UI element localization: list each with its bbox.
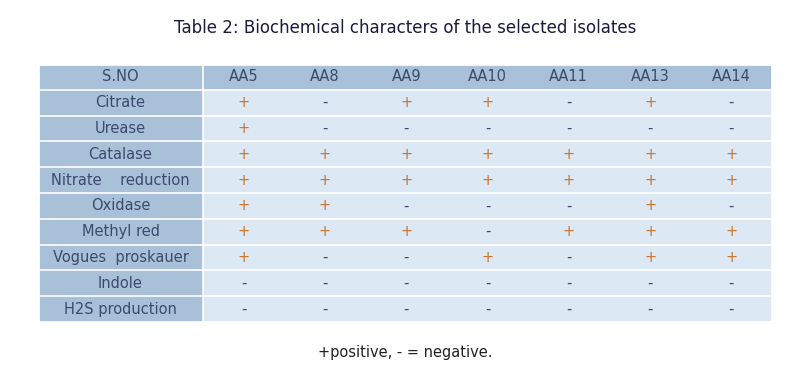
Text: Citrate: Citrate: [96, 95, 146, 110]
Text: -: -: [566, 276, 572, 291]
Text: +: +: [563, 173, 575, 188]
Text: +: +: [319, 199, 331, 213]
Text: +: +: [644, 250, 656, 265]
Text: +: +: [237, 224, 249, 239]
FancyBboxPatch shape: [38, 270, 772, 296]
Text: +: +: [400, 224, 412, 239]
Text: Catalase: Catalase: [88, 147, 152, 162]
Text: -: -: [566, 301, 572, 317]
Text: +: +: [400, 95, 412, 110]
Text: -: -: [403, 301, 409, 317]
FancyBboxPatch shape: [38, 296, 772, 322]
Text: +: +: [400, 147, 412, 162]
Text: +: +: [237, 121, 249, 136]
Text: -: -: [485, 121, 490, 136]
FancyBboxPatch shape: [38, 193, 772, 219]
Text: +: +: [319, 173, 331, 188]
Text: +: +: [725, 147, 737, 162]
Text: -: -: [322, 95, 327, 110]
FancyBboxPatch shape: [38, 90, 203, 322]
Text: AA5: AA5: [229, 69, 258, 84]
Text: -: -: [729, 121, 734, 136]
Text: -: -: [322, 121, 327, 136]
Text: +: +: [644, 147, 656, 162]
Text: -: -: [403, 121, 409, 136]
Text: +: +: [563, 224, 575, 239]
Text: -: -: [647, 276, 653, 291]
Text: Methyl red: Methyl red: [82, 224, 160, 239]
Text: -: -: [403, 199, 409, 213]
Text: S.NO: S.NO: [102, 69, 139, 84]
Text: AA9: AA9: [391, 69, 421, 84]
FancyBboxPatch shape: [38, 219, 772, 245]
Text: +: +: [481, 95, 493, 110]
Text: +: +: [644, 199, 656, 213]
FancyBboxPatch shape: [38, 142, 772, 167]
Text: -: -: [729, 276, 734, 291]
Text: -: -: [647, 301, 653, 317]
Text: Nitrate    reduction: Nitrate reduction: [51, 173, 190, 188]
Text: -: -: [647, 121, 653, 136]
Text: AA14: AA14: [712, 69, 751, 84]
Text: +: +: [237, 199, 249, 213]
Text: -: -: [485, 199, 490, 213]
Text: AA8: AA8: [310, 69, 339, 84]
Text: +: +: [725, 250, 737, 265]
FancyBboxPatch shape: [38, 90, 772, 115]
Text: Indole: Indole: [98, 276, 143, 291]
Text: -: -: [729, 95, 734, 110]
Text: -: -: [403, 276, 409, 291]
Text: -: -: [485, 224, 490, 239]
Text: H2S production: H2S production: [64, 301, 177, 317]
FancyBboxPatch shape: [38, 64, 772, 90]
FancyBboxPatch shape: [38, 245, 772, 270]
Text: +: +: [644, 173, 656, 188]
FancyBboxPatch shape: [38, 115, 772, 142]
Text: +: +: [237, 95, 249, 110]
Text: Table 2: Biochemical characters of the selected isolates: Table 2: Biochemical characters of the s…: [174, 19, 636, 37]
Text: -: -: [566, 121, 572, 136]
Text: -: -: [322, 276, 327, 291]
Text: -: -: [241, 276, 246, 291]
Text: -: -: [322, 301, 327, 317]
Text: +: +: [644, 95, 656, 110]
Text: -: -: [241, 301, 246, 317]
Text: Vogues  proskauer: Vogues proskauer: [53, 250, 189, 265]
Text: Oxidase: Oxidase: [91, 199, 150, 213]
Text: -: -: [322, 250, 327, 265]
Text: +positive, - = negative.: +positive, - = negative.: [318, 344, 492, 360]
Text: +: +: [400, 173, 412, 188]
Text: +: +: [481, 147, 493, 162]
Text: +: +: [237, 147, 249, 162]
Text: -: -: [403, 250, 409, 265]
Text: +: +: [563, 147, 575, 162]
Text: +: +: [644, 224, 656, 239]
Text: +: +: [725, 224, 737, 239]
Text: +: +: [237, 250, 249, 265]
Text: +: +: [319, 147, 331, 162]
Text: -: -: [485, 301, 490, 317]
Text: -: -: [566, 199, 572, 213]
Text: Urease: Urease: [95, 121, 146, 136]
Text: +: +: [237, 173, 249, 188]
Text: -: -: [566, 95, 572, 110]
Text: AA13: AA13: [631, 69, 669, 84]
Text: AA11: AA11: [549, 69, 588, 84]
Text: +: +: [481, 250, 493, 265]
Text: +: +: [319, 224, 331, 239]
FancyBboxPatch shape: [38, 167, 772, 193]
Text: -: -: [485, 276, 490, 291]
Text: -: -: [729, 301, 734, 317]
Text: +: +: [725, 173, 737, 188]
Text: -: -: [566, 250, 572, 265]
Text: AA10: AA10: [468, 69, 507, 84]
Text: -: -: [729, 199, 734, 213]
Text: +: +: [481, 173, 493, 188]
